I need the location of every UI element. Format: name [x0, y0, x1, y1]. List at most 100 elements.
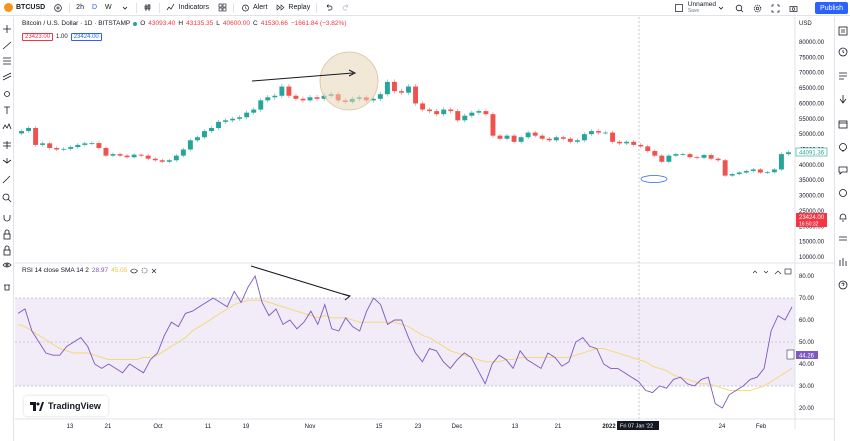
maximize-pane-icon[interactable] [784, 268, 792, 275]
drawing-tools-icons [2, 25, 12, 291]
chart-area[interactable]: USD 80000.00 75000.00 70000.00 65000.00 6000… [15, 17, 834, 441]
hotlists-icon[interactable] [839, 95, 847, 104]
support-ellipse-drawing[interactable] [640, 175, 668, 183]
divider [69, 2, 71, 13]
chat-icon[interactable] [838, 166, 848, 175]
candle-body [61, 148, 67, 150]
interval-2h-button[interactable]: 2h [72, 0, 88, 16]
chart-type-button[interactable] [139, 0, 157, 16]
measure-icon[interactable] [2, 158, 12, 164]
legend-o-value: 43093.40 [148, 20, 176, 27]
zoom-icon[interactable] [2, 193, 12, 203]
text-icon[interactable] [4, 106, 10, 114]
ruler-icon[interactable] [2, 175, 11, 184]
replay-button[interactable]: Replay [271, 0, 314, 16]
current-price-tag-label: 44091.36 [799, 151, 825, 157]
tradingview-watermark[interactable]: TradingView [24, 396, 108, 416]
trend-line-icon[interactable] [2, 41, 12, 50]
fullscreen-button[interactable] [766, 0, 784, 16]
trade-buttons: 23423.00 1.00 23424.00 [22, 33, 102, 41]
publish-button[interactable]: Publish [815, 2, 848, 14]
sell-button[interactable]: 23423.00 [22, 33, 54, 41]
streams-icon[interactable] [839, 189, 847, 197]
rsi-visibility-icon[interactable] [130, 268, 139, 274]
price-axis-currency[interactable]: USD [799, 21, 812, 27]
lock-drawing-icon[interactable] [3, 229, 11, 240]
candle-body [258, 100, 264, 110]
legend-o-key: O [140, 20, 146, 27]
candle-body [687, 154, 693, 158]
time-axis-label: 2022 [602, 424, 616, 430]
rsi-legend-title[interactable]: RSI 14 close SMA 14 2 [22, 267, 89, 274]
notifications-icon[interactable] [839, 213, 847, 222]
rsi-axis-label: 60.00 [799, 318, 815, 324]
interval-d-button[interactable]: D [88, 0, 101, 16]
price-trend-arrow-drawing[interactable] [251, 69, 357, 82]
indicators-button[interactable]: Indicators [162, 0, 213, 16]
rsi-axis-labels[interactable]: 80.00 70.00 60.00 50.00 40.00 30.00 20.00 [799, 274, 815, 412]
rsi-axis-label: 80.00 [799, 274, 815, 280]
rsi-remove-icon[interactable] [151, 268, 157, 274]
legend-title[interactable]: Bitcoin / U.S. Dollar · 1D · BITSTAMP [22, 20, 131, 27]
watchlist-icon[interactable] [838, 26, 848, 36]
trash-icon[interactable] [4, 284, 10, 291]
interval-dropdown[interactable] [116, 0, 134, 16]
dom-icon[interactable] [839, 258, 847, 266]
candle-body [19, 131, 24, 134]
indicators-label: Indicators [178, 4, 209, 11]
brush-icon[interactable] [4, 91, 10, 97]
candle-body [26, 128, 32, 132]
alert-button[interactable]: Alert [236, 0, 271, 16]
candle-body [300, 98, 306, 101]
layouts-button[interactable] [213, 0, 231, 16]
ideas-icon[interactable] [839, 143, 847, 152]
divider [135, 2, 137, 13]
candle-body [96, 143, 102, 148]
settings-button[interactable] [748, 0, 766, 16]
pattern-icon[interactable] [2, 123, 12, 130]
candle-body [722, 160, 728, 176]
snapshot-button[interactable] [784, 0, 802, 16]
quick-search-button[interactable] [730, 0, 748, 16]
compare-button[interactable] [49, 0, 67, 16]
time-axis-label: 24 [719, 424, 726, 430]
interval-w-button[interactable]: W [101, 0, 116, 16]
candle-body [286, 86, 292, 96]
crosshair-icon[interactable] [3, 25, 11, 33]
lock-icon[interactable] [3, 245, 11, 256]
price-axis-label: 30000.00 [799, 194, 825, 200]
candle-body [553, 137, 559, 141]
alerts-icon[interactable] [838, 47, 848, 57]
calendar-icon[interactable] [838, 120, 848, 129]
candle-body [187, 140, 193, 150]
prediction-icon[interactable] [3, 141, 11, 149]
symbol-label: BTCUSD [16, 4, 46, 11]
move-up-icon[interactable] [752, 270, 758, 274]
undo-button[interactable] [319, 0, 337, 16]
candle-body [370, 98, 376, 101]
move-down-icon[interactable] [763, 270, 769, 274]
data-window-icon[interactable] [839, 72, 847, 80]
symbol-search[interactable]: BTCUSD [0, 0, 49, 16]
candle-body [539, 135, 545, 139]
magnet-icon[interactable] [3, 215, 11, 222]
layout-name-button[interactable]: Unnamed Save [670, 0, 730, 16]
rsi-scale-button[interactable] [786, 349, 795, 360]
rsi-trend-arrow-drawing[interactable] [250, 265, 352, 301]
highlight-circle-drawing[interactable] [319, 51, 379, 111]
legend-l-key: L [216, 20, 220, 27]
channel-icon[interactable] [2, 72, 12, 81]
time-axis-labels[interactable]: 13 21 Oct 11 19 Nov 15 23 Dec 13 21 2022 24 Feb [67, 424, 767, 430]
eye-icon[interactable] [2, 262, 12, 268]
rsi-settings-icon[interactable] [141, 267, 148, 274]
order-panel-icon[interactable] [839, 236, 847, 241]
help-icon[interactable] [838, 280, 848, 290]
redo-button[interactable] [337, 0, 355, 16]
drawings [251, 51, 668, 183]
buy-button[interactable]: 23424.00 [70, 33, 102, 41]
candle-body [202, 131, 207, 138]
candle-body [216, 121, 221, 128]
horizontal-lines-icon[interactable] [3, 57, 11, 65]
collapse-pane-icon[interactable] [774, 270, 782, 275]
